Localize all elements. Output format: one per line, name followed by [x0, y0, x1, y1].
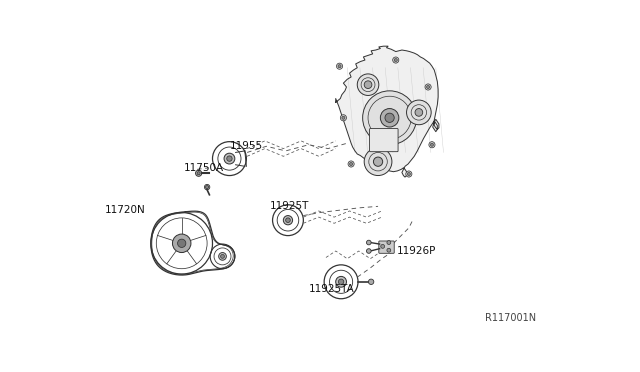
Circle shape	[172, 234, 191, 253]
Text: 11926P: 11926P	[397, 246, 436, 256]
Circle shape	[394, 58, 397, 62]
Circle shape	[219, 253, 227, 260]
Circle shape	[284, 216, 292, 225]
Circle shape	[348, 161, 354, 167]
Circle shape	[406, 171, 412, 177]
Circle shape	[337, 63, 342, 69]
Circle shape	[373, 157, 383, 166]
Circle shape	[407, 173, 410, 176]
Circle shape	[224, 153, 235, 164]
Text: 11955: 11955	[230, 141, 263, 151]
Circle shape	[336, 276, 346, 287]
FancyBboxPatch shape	[369, 129, 398, 152]
Circle shape	[367, 240, 371, 245]
Circle shape	[196, 170, 202, 176]
Circle shape	[425, 84, 431, 90]
Circle shape	[177, 239, 186, 247]
Circle shape	[349, 163, 353, 166]
Circle shape	[340, 115, 346, 121]
Circle shape	[387, 241, 391, 244]
Circle shape	[338, 65, 341, 68]
Text: 11925T: 11925T	[270, 201, 310, 211]
Circle shape	[393, 57, 399, 63]
Circle shape	[197, 172, 200, 175]
Circle shape	[364, 81, 372, 89]
FancyBboxPatch shape	[379, 241, 394, 253]
Circle shape	[339, 279, 344, 285]
Circle shape	[369, 279, 374, 285]
Circle shape	[380, 109, 399, 127]
Text: 11720N: 11720N	[105, 205, 145, 215]
Circle shape	[285, 218, 291, 222]
Circle shape	[342, 116, 345, 119]
Circle shape	[406, 100, 431, 125]
Circle shape	[431, 143, 433, 146]
Circle shape	[363, 91, 417, 145]
Text: 11925TA: 11925TA	[308, 285, 355, 295]
Circle shape	[357, 74, 379, 96]
Circle shape	[364, 148, 392, 176]
Circle shape	[204, 185, 210, 190]
Circle shape	[205, 186, 209, 189]
Circle shape	[429, 142, 435, 148]
Circle shape	[367, 249, 371, 253]
Circle shape	[387, 248, 391, 252]
Circle shape	[227, 156, 232, 161]
Circle shape	[385, 113, 394, 122]
Text: 11750A: 11750A	[184, 163, 224, 173]
Polygon shape	[336, 46, 439, 177]
Text: R117001N: R117001N	[484, 313, 536, 323]
Circle shape	[415, 109, 422, 116]
Circle shape	[426, 86, 429, 89]
Circle shape	[381, 244, 385, 248]
Circle shape	[221, 254, 225, 258]
